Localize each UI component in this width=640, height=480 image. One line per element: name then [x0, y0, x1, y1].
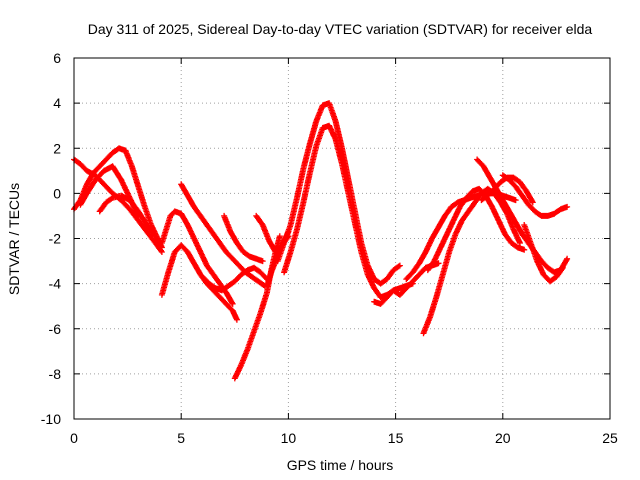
series-track-20 [499, 172, 571, 219]
y-tick-label: 6 [53, 50, 61, 66]
y-axis-title: SDTVAR / TECUs [6, 183, 22, 295]
y-tick-label: 0 [53, 185, 61, 201]
y-tick-label: -2 [49, 231, 62, 247]
series-track-19 [474, 156, 571, 276]
x-tick-label: 10 [281, 430, 297, 446]
series-track-4 [96, 192, 159, 240]
x-tick-label: 25 [602, 430, 618, 446]
point-markers [521, 222, 566, 285]
series-track-7 [178, 181, 268, 289]
x-axis-title: GPS time / hours [287, 457, 394, 473]
x-tick-label: 0 [70, 430, 78, 446]
point-markers [96, 192, 159, 240]
y-tick-label: -10 [41, 411, 61, 427]
point-markers [499, 172, 571, 219]
point-markers [221, 212, 266, 265]
point-markers [420, 185, 523, 337]
y-tick-label: 4 [53, 95, 61, 111]
x-tick-label: 20 [495, 430, 511, 446]
data-points [71, 100, 571, 382]
point-markers [478, 174, 536, 206]
series-track-21 [521, 222, 566, 285]
series-track-17 [420, 185, 523, 337]
point-markers [158, 208, 236, 307]
series-track-9 [221, 212, 266, 265]
series-track-5 [158, 208, 236, 307]
point-markers [474, 156, 571, 276]
y-tick-label: -4 [49, 276, 62, 292]
x-tick-label: 5 [177, 430, 185, 446]
y-tick-label: -8 [49, 366, 62, 382]
x-tick-label: 15 [388, 430, 404, 446]
series-track-8 [199, 264, 270, 294]
chart-title: Day 311 of 2025, Sidereal Day-to-day VTE… [88, 21, 593, 37]
y-tick-label: -6 [49, 321, 62, 337]
point-markers [281, 122, 416, 301]
point-markers [199, 264, 270, 294]
point-markers [424, 185, 528, 274]
axis-ticks: 0 5 10 15 20 25 -10 -8 -6 -4 -2 0 2 4 6 [41, 50, 618, 446]
series-track-18 [424, 185, 528, 274]
series-track-14 [281, 122, 416, 301]
point-markers [178, 181, 268, 289]
series-track-22 [478, 174, 536, 206]
y-tick-label: 2 [53, 140, 61, 156]
